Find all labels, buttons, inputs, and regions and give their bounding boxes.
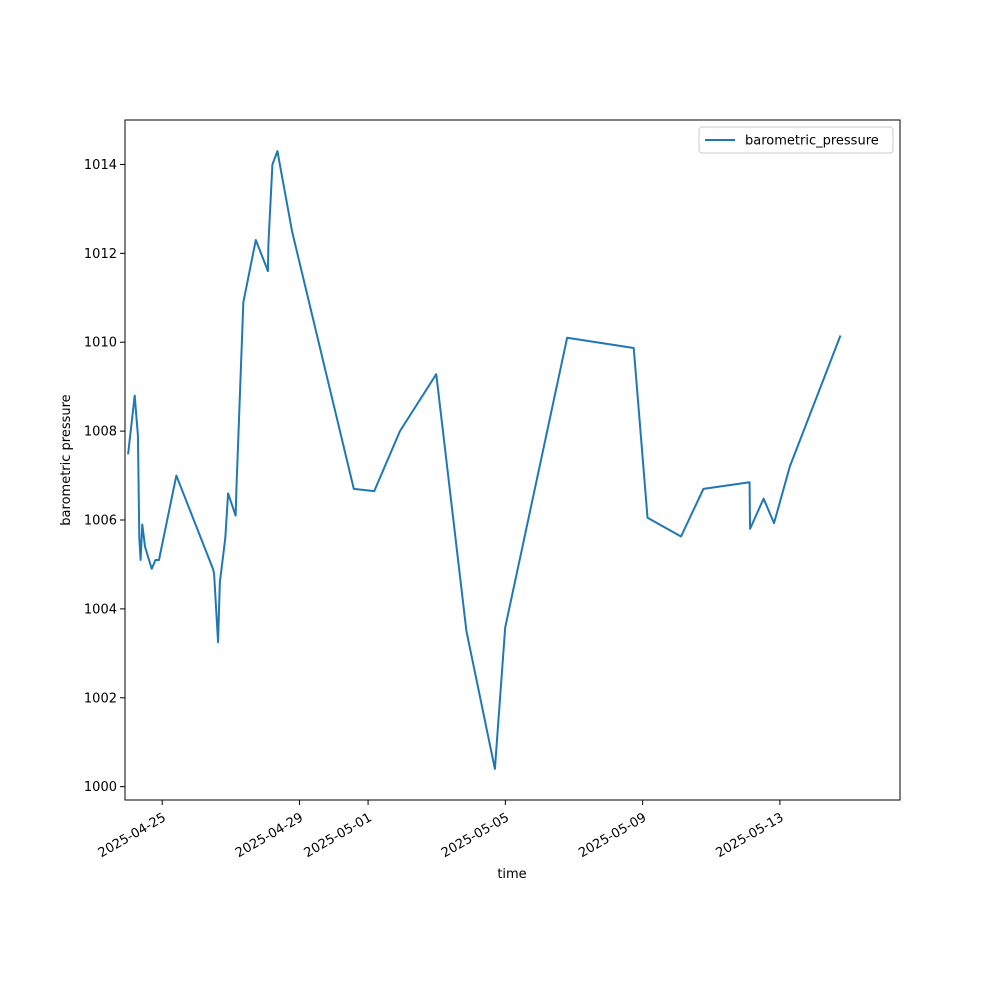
x-axis-label: time [497,867,526,882]
y-axis-label: barometric pressure [59,394,74,525]
series-line-barometric-pressure [127,150,842,770]
legend-label: barometric_pressure [745,134,879,149]
legend: barometric_pressure [698,126,894,154]
plot-area [125,120,900,800]
y-tick-label: 1002 [84,691,117,706]
y-tick-label: 1014 [84,158,117,173]
series-layer [127,150,842,770]
plot-frame [124,119,901,801]
y-tick-label: 1004 [84,602,117,617]
y-tick-label: 1006 [84,514,117,529]
legend-box [698,126,894,154]
y-tick-label: 1012 [84,247,117,262]
y-tick-label: 1010 [84,336,117,351]
y-tick-label: 1000 [84,780,117,795]
y-tick-label: 1008 [84,425,117,440]
